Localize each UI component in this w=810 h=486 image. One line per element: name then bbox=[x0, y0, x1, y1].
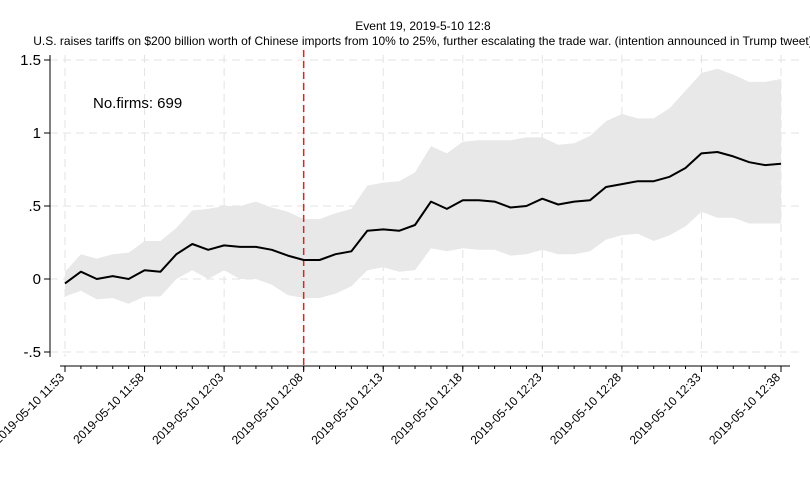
x-tick-label: 2019-05-10 12:03 bbox=[149, 370, 226, 447]
chart-title: Event 19, 2019-5-10 12:8 bbox=[355, 19, 491, 33]
x-tick-label: 2019-05-10 12:18 bbox=[388, 370, 465, 447]
y-tick-label: -.5 bbox=[23, 344, 41, 361]
confidence-band bbox=[65, 68, 781, 304]
x-tick-label: 2019-05-10 12:28 bbox=[547, 370, 624, 447]
firm-count-annotation: No.firms: 699 bbox=[93, 95, 182, 112]
y-tick-label: .5 bbox=[28, 198, 41, 215]
y-axis: -.5 0 .5 1 1.5 bbox=[20, 52, 51, 361]
x-tick-label: 2019-05-10 12:33 bbox=[627, 370, 704, 447]
x-tick-label: 2019-05-10 12:08 bbox=[229, 370, 306, 447]
x-axis: 2019-05-10 11:53 2019-05-10 11:58 2019-05-… bbox=[0, 365, 790, 447]
x-tick-label: 2019-05-10 11:58 bbox=[70, 370, 146, 446]
x-tick-label: 2019-05-10 12:13 bbox=[308, 370, 385, 447]
x-tick-label: 2019-05-10 12:23 bbox=[468, 370, 545, 447]
chart-subtitle: U.S. raises tariffs on $200 billion wort… bbox=[33, 34, 810, 48]
y-tick-label: 1.5 bbox=[20, 52, 41, 69]
estimate-line bbox=[64, 151, 782, 285]
x-tick-label: 2019-05-10 11:53 bbox=[0, 370, 67, 446]
y-tick-label: 0 bbox=[33, 271, 41, 288]
x-tick-label: 2019-05-10 12:38 bbox=[706, 370, 783, 447]
y-tick-label: 1 bbox=[33, 125, 41, 142]
